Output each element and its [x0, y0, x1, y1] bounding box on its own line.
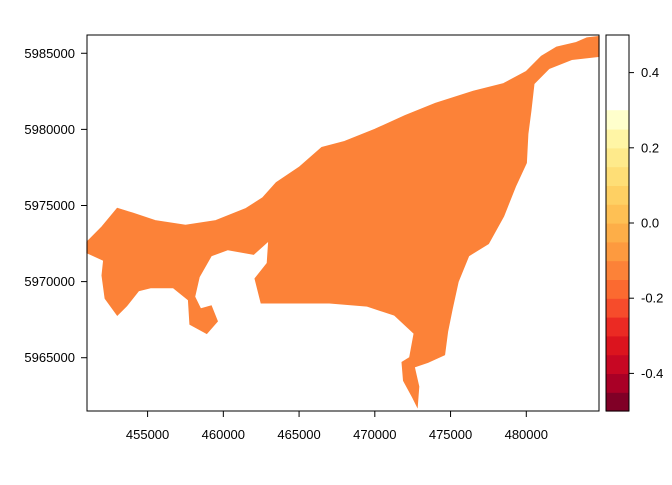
colorbar-tick-label: 0.0	[641, 216, 659, 231]
y-tick-label: 5975000	[24, 198, 75, 213]
x-tick-label: 480000	[505, 427, 548, 442]
colorbar-swatch	[606, 298, 629, 318]
colorbar-swatch	[606, 354, 629, 374]
colorbar-legend: -0.4 -0.2 0.0 0.2 0.4	[605, 34, 663, 412]
x-tick-label: 470000	[353, 427, 396, 442]
y-axis: 5965000 5970000 5975000 5980000 5985000	[24, 46, 87, 365]
x-tick-label: 455000	[126, 427, 169, 442]
colorbar-swatch	[606, 185, 629, 205]
colorbar-tick-label: 0.2	[641, 140, 659, 155]
y-tick-label: 5965000	[24, 350, 75, 365]
colorbar-swatch	[606, 166, 629, 186]
colorbar-swatch	[606, 392, 629, 412]
y-tick-label: 5985000	[24, 46, 75, 61]
colorbar-tick-label: -0.2	[641, 291, 663, 306]
x-tick-label: 465000	[277, 427, 320, 442]
x-tick-label: 475000	[429, 427, 472, 442]
colorbar-swatch	[606, 373, 629, 393]
x-axis: 455000 460000 465000 470000 475000 480000	[126, 411, 548, 442]
land-raster-area	[86, 35, 600, 409]
y-tick-label: 5980000	[24, 122, 75, 137]
colorbar-swatch	[606, 204, 629, 224]
colorbar-swatch	[606, 129, 629, 149]
colorbar-swatch	[606, 279, 629, 299]
colorbar-swatch	[606, 147, 629, 168]
y-tick-label: 5970000	[24, 274, 75, 289]
colorbar-swatch	[606, 241, 629, 262]
colorbar-swatch	[606, 110, 629, 130]
colorbar-swatch	[606, 335, 629, 356]
colorbar-tick-label: -0.4	[641, 366, 663, 381]
colorbar-swatch	[606, 317, 629, 337]
plot-frame	[86, 34, 600, 412]
colorbar-swatch	[606, 260, 629, 280]
colorbar-swatch	[606, 223, 629, 243]
colorbar-tick-label: 0.4	[641, 65, 659, 80]
land-layer	[86, 35, 600, 409]
x-tick-label: 460000	[202, 427, 245, 442]
